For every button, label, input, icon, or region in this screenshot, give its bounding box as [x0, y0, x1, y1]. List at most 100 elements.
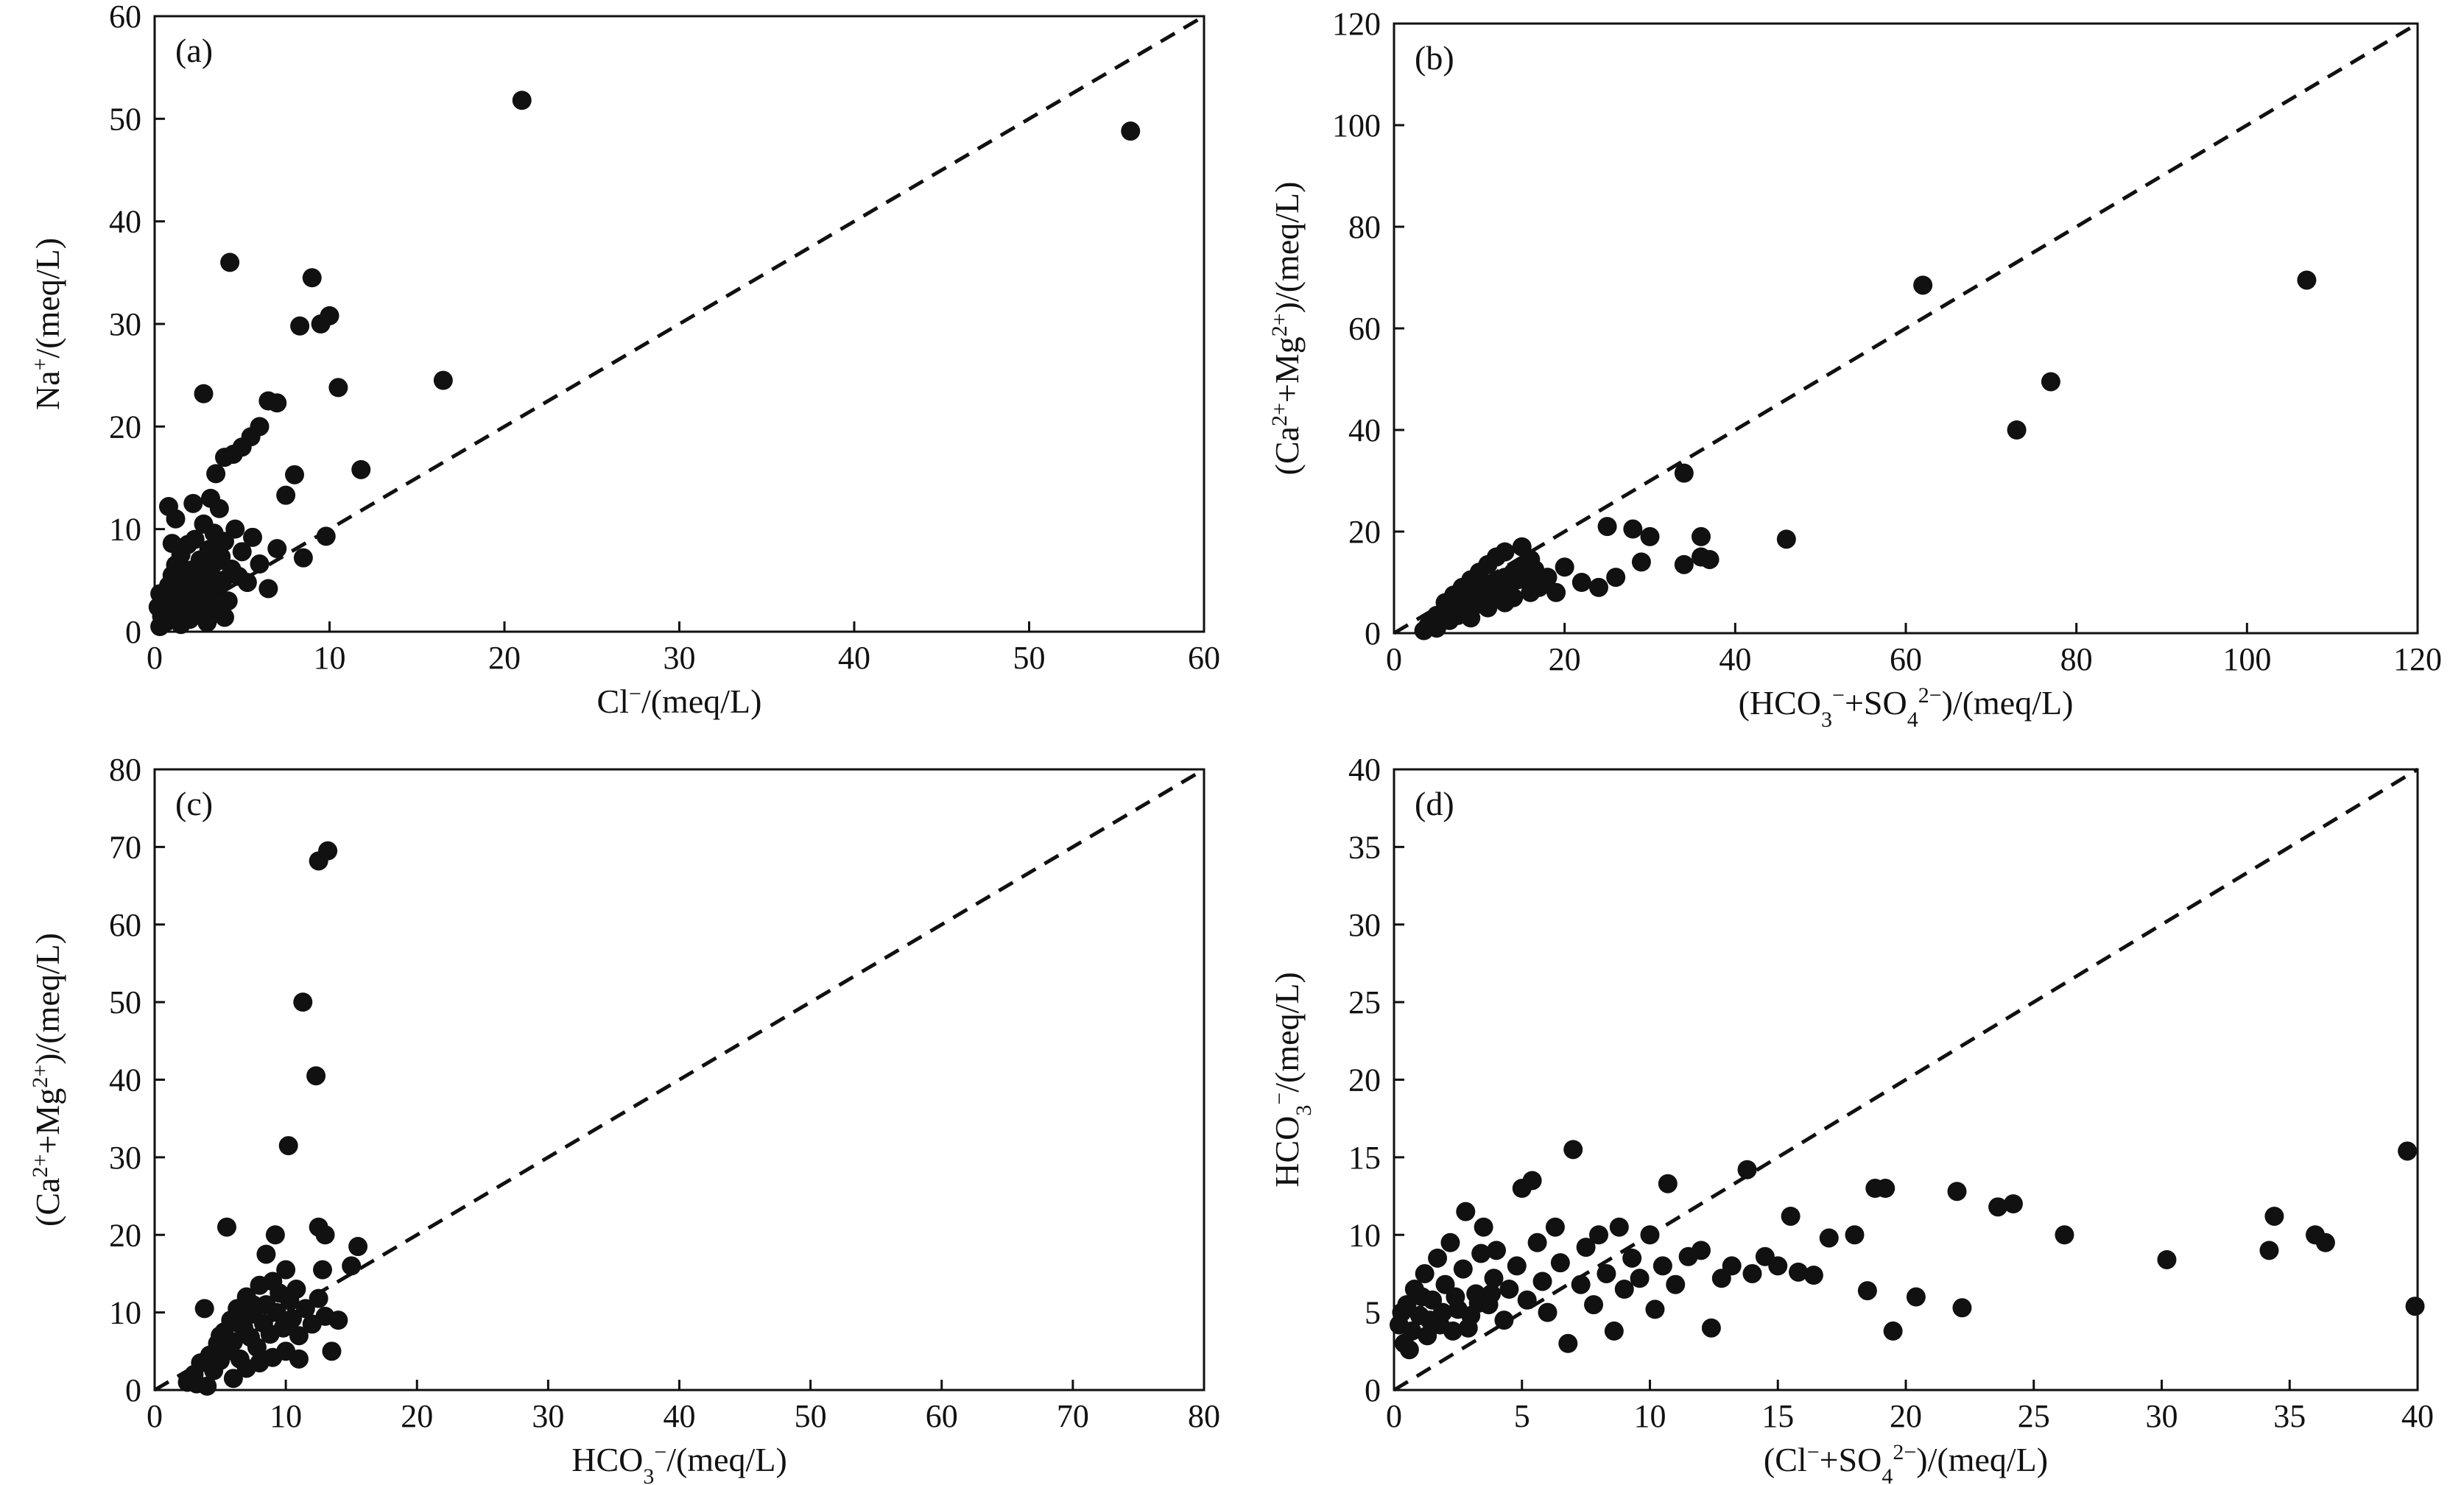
- x-axis-title: (Cl−+SO42−)/(meq/L): [1764, 1440, 2048, 1485]
- data-point: [1399, 1340, 1419, 1360]
- data-point: [194, 384, 214, 403]
- panel-label: (d): [1415, 785, 1454, 822]
- data-point: [289, 1349, 309, 1369]
- x-tick-label: 70: [1057, 1398, 1089, 1434]
- data-point: [313, 1260, 332, 1280]
- data-point: [267, 1302, 286, 1322]
- data-point: [289, 1326, 309, 1346]
- data-point: [1512, 537, 1532, 557]
- y-tick-label: 40: [109, 1062, 141, 1098]
- data-point: [1666, 1274, 1686, 1294]
- data-point: [1482, 1284, 1502, 1304]
- data-point: [315, 1225, 335, 1245]
- data-point: [1558, 1333, 1578, 1353]
- data-point: [183, 493, 203, 513]
- data-point: [1517, 1290, 1537, 1310]
- data-point: [187, 1374, 206, 1394]
- panel-label: (b): [1415, 39, 1454, 77]
- data-point: [1538, 1302, 1557, 1322]
- data-point: [1418, 1326, 1437, 1346]
- data-point: [1952, 1298, 1972, 1318]
- x-tick-label: 100: [2222, 641, 2271, 677]
- x-tick-label: 60: [1188, 640, 1220, 676]
- data-point: [320, 306, 339, 325]
- data-point: [2405, 1297, 2425, 1316]
- x-tick-label: 20: [1549, 641, 1581, 677]
- data-point: [258, 579, 278, 599]
- data-point: [1522, 1171, 1542, 1191]
- data-point: [243, 527, 262, 547]
- data-point: [342, 1256, 362, 1276]
- x-tick-label: 10: [270, 1398, 302, 1434]
- data-point: [265, 1225, 285, 1245]
- data-point: [293, 548, 313, 568]
- data-point: [1499, 1280, 1519, 1299]
- data-point: [1776, 529, 1796, 549]
- data-point: [166, 509, 186, 529]
- data-point: [276, 1260, 296, 1280]
- data-point: [1692, 526, 1711, 546]
- data-point: [1609, 1217, 1629, 1237]
- y-tick-label: 10: [109, 512, 141, 548]
- y-tick-label: 70: [109, 829, 141, 865]
- data-point: [223, 1369, 243, 1389]
- y-tick-label: 30: [109, 1140, 141, 1176]
- y-tick-label: 50: [109, 101, 141, 137]
- x-tick-label: 40: [663, 1398, 696, 1434]
- data-point: [2398, 1141, 2418, 1161]
- x-tick-label: 30: [2146, 1398, 2178, 1434]
- data-point: [322, 1341, 342, 1361]
- data-point: [316, 526, 336, 546]
- data-point: [309, 1288, 328, 1308]
- data-point: [194, 1299, 214, 1319]
- data-point: [2007, 420, 2027, 440]
- data-point: [211, 1326, 230, 1346]
- data-point: [1803, 1266, 1823, 1285]
- data-point: [217, 1217, 236, 1237]
- y-tick-label: 60: [1348, 311, 1381, 347]
- y-tick-label: 25: [1348, 984, 1381, 1020]
- data-point: [1584, 1295, 1604, 1315]
- data-point: [1789, 1262, 1809, 1282]
- data-point: [302, 268, 322, 288]
- data-point: [1631, 552, 1651, 572]
- data-point: [243, 1295, 263, 1315]
- y-axis-title: (Ca2++Mg2+)/(meq/L): [28, 933, 67, 1227]
- data-point: [1857, 1281, 1877, 1301]
- data-point: [1532, 1271, 1552, 1291]
- x-tick-label: 15: [1761, 1398, 1794, 1434]
- x-tick-label: 0: [147, 640, 163, 676]
- data-point: [2297, 270, 2317, 290]
- x-tick-label: 20: [1890, 1398, 1922, 1434]
- y-tick-label: 0: [125, 1372, 141, 1408]
- data-point: [1658, 1174, 1678, 1193]
- y-tick-label: 50: [109, 984, 141, 1020]
- x-tick-label: 0: [147, 1398, 163, 1434]
- data-point: [293, 992, 313, 1012]
- data-point: [1392, 1302, 1412, 1322]
- x-tick-label: 40: [838, 640, 870, 676]
- x-tick-label: 10: [314, 640, 346, 676]
- y-tick-label: 10: [1348, 1217, 1381, 1253]
- data-point: [185, 529, 205, 549]
- data-point: [1722, 1256, 1742, 1276]
- x-tick-label: 30: [532, 1398, 564, 1434]
- y-tick-label: 60: [109, 0, 141, 35]
- y-tick-label: 10: [109, 1295, 141, 1331]
- data-point: [1494, 1311, 1514, 1330]
- one-to-one-line: [153, 14, 1205, 634]
- data-point: [250, 554, 270, 574]
- data-point: [1546, 582, 1566, 602]
- data-point: [1443, 1321, 1462, 1341]
- y-tick-label: 30: [1348, 907, 1381, 943]
- data-point: [1606, 568, 1626, 588]
- data-point: [1446, 1287, 1465, 1307]
- x-tick-label: 20: [401, 1398, 433, 1434]
- data-point: [1630, 1269, 1650, 1288]
- data-point: [1550, 1253, 1570, 1273]
- data-point: [1645, 1299, 1665, 1319]
- data-point: [1428, 1248, 1448, 1268]
- x-tick-label: 0: [1386, 641, 1402, 677]
- data-point: [2055, 1225, 2074, 1245]
- data-point: [1458, 1318, 1478, 1338]
